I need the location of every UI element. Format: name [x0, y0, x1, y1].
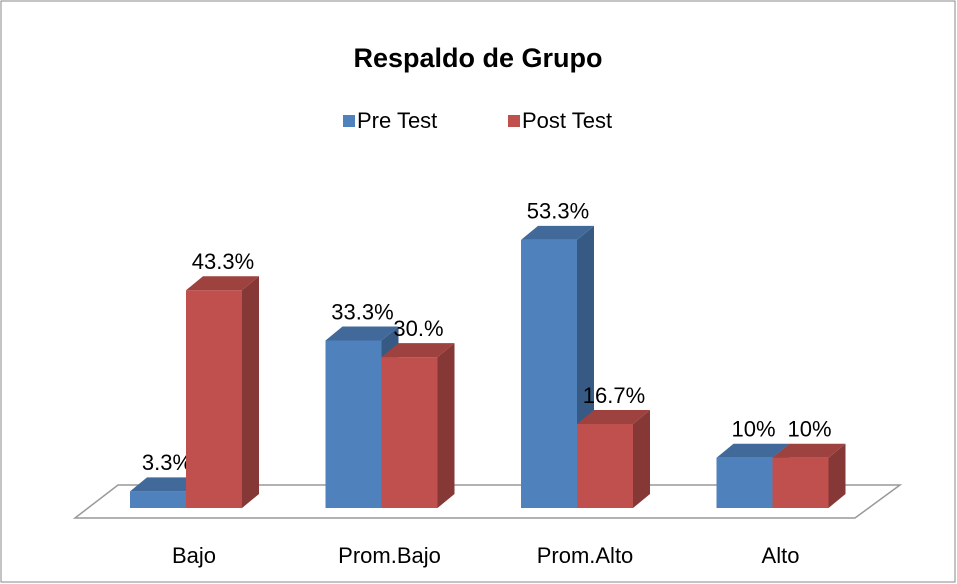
data-label: 16.7%: [583, 383, 645, 408]
bar-side: [828, 443, 846, 508]
bar-top: [186, 276, 259, 291]
bar: [772, 443, 846, 508]
legend-label: Post Test: [522, 108, 612, 133]
x-tick-label: Bajo: [172, 543, 216, 568]
data-label: 3.3%: [142, 450, 192, 475]
bar: [521, 225, 594, 508]
legend-swatch: [508, 115, 520, 127]
bar-front: [772, 457, 829, 508]
data-label: 10%: [731, 417, 775, 442]
x-tick-label: Alto: [762, 543, 800, 568]
legend-label: Pre Test: [357, 108, 437, 133]
bar-side: [437, 343, 455, 508]
bar-top: [772, 443, 846, 458]
bar-front: [577, 423, 633, 508]
data-label: 53.3%: [527, 199, 589, 224]
bar: [186, 276, 259, 508]
bar-front: [716, 457, 773, 508]
bar-top: [521, 225, 594, 240]
bar-front: [521, 239, 577, 508]
legend-swatch: [343, 115, 355, 127]
x-tick-label: Prom.Alto: [537, 543, 634, 568]
data-label: 43.3%: [192, 249, 254, 274]
bar-side: [633, 409, 650, 508]
bar-top: [716, 443, 790, 458]
bar-side: [242, 276, 259, 508]
bar-top: [130, 477, 203, 492]
bar-top: [577, 409, 650, 424]
data-label: 10%: [787, 417, 831, 442]
bar-front: [130, 491, 186, 508]
data-label: 33.3%: [331, 299, 393, 324]
chart-title: Respaldo de Grupo: [353, 43, 602, 73]
data-label: 30.%: [393, 316, 443, 341]
bar-top: [381, 343, 455, 358]
bar: [381, 343, 455, 508]
bar-front: [381, 357, 438, 508]
bar-front: [325, 340, 382, 508]
bar-front: [186, 290, 242, 508]
bar-top: [325, 326, 399, 341]
floor: [72, 484, 903, 519]
bar: [577, 409, 650, 508]
x-tick-label: Prom.Bajo: [338, 543, 441, 568]
